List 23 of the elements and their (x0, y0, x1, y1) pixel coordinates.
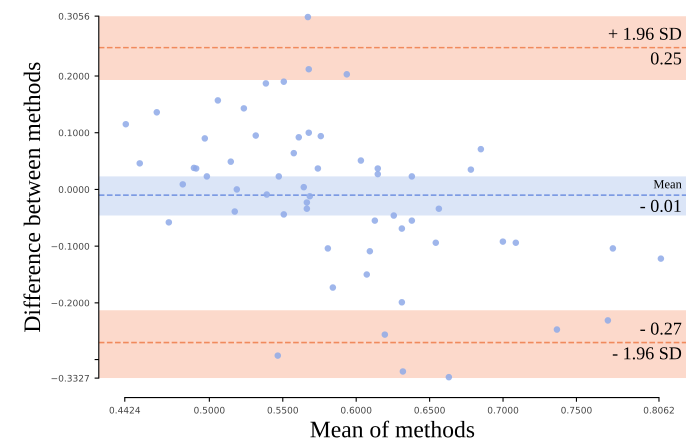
x-tick-label: 0.4424 (110, 406, 140, 414)
ref-line-label: - 0.27 (640, 322, 682, 335)
ref-line-label: + 1.96 SD (608, 28, 682, 40)
y-tick-label: 0.3056 (58, 12, 90, 20)
y-tick-label: −0.3327 (52, 374, 89, 382)
annotation: - 1.96 SD (612, 347, 682, 360)
x-tick-label: 0.5000 (194, 406, 225, 414)
y-tick-label: 0.2000 (58, 72, 90, 80)
ref-line-label: Mean (654, 180, 682, 188)
x-tick-label: 0.8062 (644, 406, 674, 414)
x-tick-label: 0.5500 (268, 406, 298, 414)
annotation: 0.25 (650, 52, 682, 65)
y-tick-label: 0.1000 (58, 129, 90, 136)
x-tick-label: 0.7500 (561, 406, 592, 414)
x-tick-label: 0.6000 (340, 406, 372, 414)
y-tick-label: −0.1000 (52, 242, 90, 250)
annotation: - 0.01 (640, 200, 681, 212)
y-tick-label: −0.2000 (52, 300, 90, 306)
y-tick-label: 0.0000 (58, 186, 90, 193)
x-axis-title: Mean of methods (310, 420, 474, 438)
x-tick-label: 0.6500 (414, 406, 445, 414)
y-axis-title: Difference between methods (23, 62, 40, 332)
x-tick-label: 0.7000 (488, 406, 518, 414)
